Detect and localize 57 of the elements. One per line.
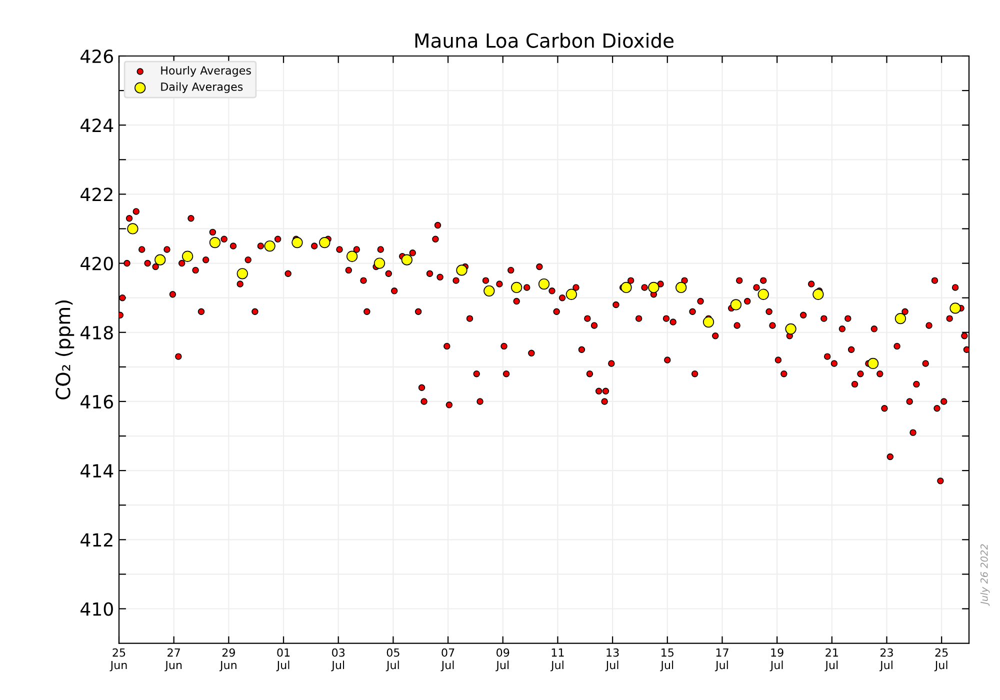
- y-tick-label: 412: [80, 533, 112, 547]
- point: [538, 278, 550, 290]
- point: [209, 236, 221, 248]
- point: [374, 258, 386, 269]
- x-tick-label: 19 Jul: [770, 648, 784, 672]
- point: [620, 282, 632, 294]
- x-tick-label: 21 Jul: [824, 648, 838, 672]
- y-tick-label: 422: [80, 188, 112, 202]
- point: [346, 250, 358, 262]
- point: [785, 323, 796, 334]
- point: [401, 254, 412, 266]
- x-tick-label: 05 Jul: [386, 648, 400, 672]
- x-tick-label: 15 Jul: [660, 648, 674, 672]
- legend-label: Hourly Averages: [161, 66, 251, 77]
- x-tick-label: 03 Jul: [331, 648, 345, 672]
- point: [319, 236, 330, 248]
- y-tick-label: 424: [80, 118, 114, 132]
- point: [182, 250, 194, 262]
- point: [758, 288, 769, 300]
- point: [648, 282, 660, 294]
- x-tick-label: 27 Jun: [164, 648, 182, 672]
- x-tick-label: 11 Jul: [550, 648, 564, 672]
- point: [292, 236, 303, 248]
- x-tick-label: 01 Jul: [276, 648, 290, 672]
- point: [950, 302, 961, 314]
- point: [894, 312, 906, 324]
- point: [127, 223, 138, 234]
- point: [236, 268, 248, 280]
- point: [702, 316, 714, 328]
- y-tick-label: 426: [80, 49, 113, 64]
- point: [511, 282, 522, 294]
- point: [676, 282, 687, 294]
- y-tick-label: 420: [80, 256, 113, 270]
- x-tick-label: 29 Jun: [219, 648, 236, 672]
- point: [566, 288, 577, 300]
- y-axis-title: CO₂ (ppm): [55, 300, 74, 400]
- point: [154, 254, 166, 266]
- chart-title: Mauna Loa Carbon Dioxide: [415, 32, 674, 48]
- point: [867, 358, 879, 370]
- y-tick-label: 414: [80, 464, 114, 478]
- x-tick-label: 07 Jul: [440, 648, 454, 672]
- point: [730, 299, 742, 310]
- x-tick-label: 13 Jul: [605, 648, 619, 672]
- y-tick-label: 410: [80, 602, 113, 616]
- point: [456, 264, 468, 276]
- point: [812, 288, 824, 300]
- point: [264, 240, 276, 252]
- point: [484, 285, 495, 296]
- x-tick-label: 25 Jul: [934, 648, 948, 672]
- x-tick-label: 25 Jun: [110, 648, 127, 672]
- y-tick-label: 416: [80, 394, 113, 409]
- x-tick-label: 09 Jul: [496, 648, 510, 672]
- text: July 26 2022: [980, 544, 990, 606]
- x-tick-label: 17 Jul: [714, 648, 728, 672]
- x-tick-label: 23 Jul: [879, 648, 893, 672]
- legend-label: Daily Averages: [161, 82, 243, 94]
- y-tick-label: 418: [80, 326, 113, 340]
